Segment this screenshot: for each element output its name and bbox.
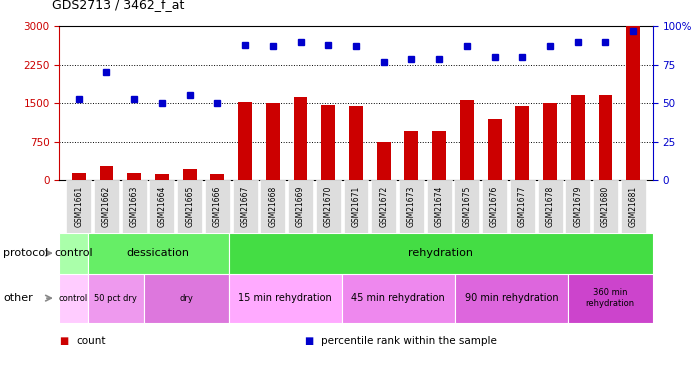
Text: GSM21675: GSM21675 — [462, 186, 471, 227]
FancyBboxPatch shape — [229, 274, 342, 322]
Text: GSM21663: GSM21663 — [130, 186, 139, 227]
Bar — [100, 166, 113, 180]
FancyBboxPatch shape — [399, 180, 424, 232]
Text: GSM21674: GSM21674 — [435, 186, 444, 227]
Text: protocol: protocol — [3, 248, 49, 258]
Text: percentile rank within the sample: percentile rank within the sample — [321, 336, 497, 346]
FancyBboxPatch shape — [343, 180, 369, 232]
Text: GSM21670: GSM21670 — [324, 186, 333, 227]
Bar — [488, 118, 502, 180]
Text: GSM21665: GSM21665 — [185, 186, 194, 227]
Text: 360 min
rehydration: 360 min rehydration — [586, 288, 634, 308]
Text: 15 min rehydration: 15 min rehydration — [239, 293, 332, 303]
Text: GSM21678: GSM21678 — [546, 186, 554, 227]
Text: GSM21677: GSM21677 — [518, 186, 527, 227]
Text: GSM21680: GSM21680 — [601, 186, 610, 227]
Text: dry: dry — [179, 294, 193, 303]
Text: 50 pct dry: 50 pct dry — [94, 294, 138, 303]
Text: count: count — [77, 336, 106, 346]
Bar — [210, 174, 224, 180]
Bar — [183, 169, 197, 180]
Bar — [515, 106, 529, 180]
Bar — [571, 96, 585, 180]
Text: GSM21679: GSM21679 — [573, 186, 582, 227]
FancyBboxPatch shape — [177, 180, 202, 232]
Text: ■: ■ — [304, 336, 313, 346]
FancyBboxPatch shape — [455, 274, 568, 322]
FancyBboxPatch shape — [87, 274, 144, 322]
Text: GSM21672: GSM21672 — [379, 186, 388, 227]
Bar — [599, 95, 612, 180]
Text: 90 min rehydration: 90 min rehydration — [465, 293, 558, 303]
FancyBboxPatch shape — [121, 180, 147, 232]
Text: GSM21669: GSM21669 — [296, 186, 305, 227]
FancyBboxPatch shape — [229, 232, 653, 274]
FancyBboxPatch shape — [205, 180, 230, 232]
Text: GSM21666: GSM21666 — [213, 186, 222, 227]
FancyBboxPatch shape — [568, 274, 653, 322]
FancyBboxPatch shape — [482, 180, 507, 232]
Text: GSM21662: GSM21662 — [102, 186, 111, 227]
Text: GSM21671: GSM21671 — [352, 186, 360, 227]
Text: control: control — [54, 248, 93, 258]
Text: ■: ■ — [59, 336, 68, 346]
Text: GSM21668: GSM21668 — [268, 186, 277, 227]
Text: GSM21673: GSM21673 — [407, 186, 416, 227]
Text: control: control — [59, 294, 88, 303]
FancyBboxPatch shape — [66, 180, 91, 232]
FancyBboxPatch shape — [537, 180, 563, 232]
FancyBboxPatch shape — [315, 180, 341, 232]
FancyBboxPatch shape — [371, 180, 396, 232]
FancyBboxPatch shape — [87, 232, 229, 274]
Text: GSM21676: GSM21676 — [490, 186, 499, 227]
Bar — [238, 102, 252, 180]
Bar — [543, 103, 557, 180]
FancyBboxPatch shape — [149, 180, 174, 232]
Text: GSM21681: GSM21681 — [629, 186, 638, 227]
Text: GSM21664: GSM21664 — [158, 186, 166, 227]
Bar — [72, 173, 86, 180]
Text: GDS2713 / 3462_f_at: GDS2713 / 3462_f_at — [52, 0, 185, 11]
FancyBboxPatch shape — [593, 180, 618, 232]
Text: dessication: dessication — [127, 248, 190, 258]
Bar — [349, 106, 363, 180]
FancyBboxPatch shape — [232, 180, 258, 232]
Bar — [377, 142, 391, 180]
FancyBboxPatch shape — [510, 180, 535, 232]
Bar — [127, 173, 141, 180]
FancyBboxPatch shape — [621, 180, 646, 232]
FancyBboxPatch shape — [565, 180, 591, 232]
FancyBboxPatch shape — [454, 180, 480, 232]
Bar — [155, 174, 169, 180]
Bar — [626, 26, 640, 180]
Text: 45 min rehydration: 45 min rehydration — [352, 293, 445, 303]
FancyBboxPatch shape — [260, 180, 285, 232]
Bar — [266, 103, 280, 180]
FancyBboxPatch shape — [94, 180, 119, 232]
Text: GSM21661: GSM21661 — [74, 186, 83, 227]
Bar — [321, 105, 335, 180]
Bar — [405, 131, 418, 180]
Bar — [460, 100, 474, 180]
FancyBboxPatch shape — [59, 274, 87, 322]
FancyBboxPatch shape — [288, 180, 313, 232]
FancyBboxPatch shape — [144, 274, 229, 322]
Text: rehydration: rehydration — [408, 248, 473, 258]
FancyBboxPatch shape — [426, 180, 452, 232]
Text: GSM21667: GSM21667 — [241, 186, 250, 227]
Bar — [432, 131, 446, 180]
Bar — [294, 97, 307, 180]
FancyBboxPatch shape — [59, 232, 87, 274]
Text: other: other — [3, 293, 34, 303]
FancyBboxPatch shape — [342, 274, 455, 322]
